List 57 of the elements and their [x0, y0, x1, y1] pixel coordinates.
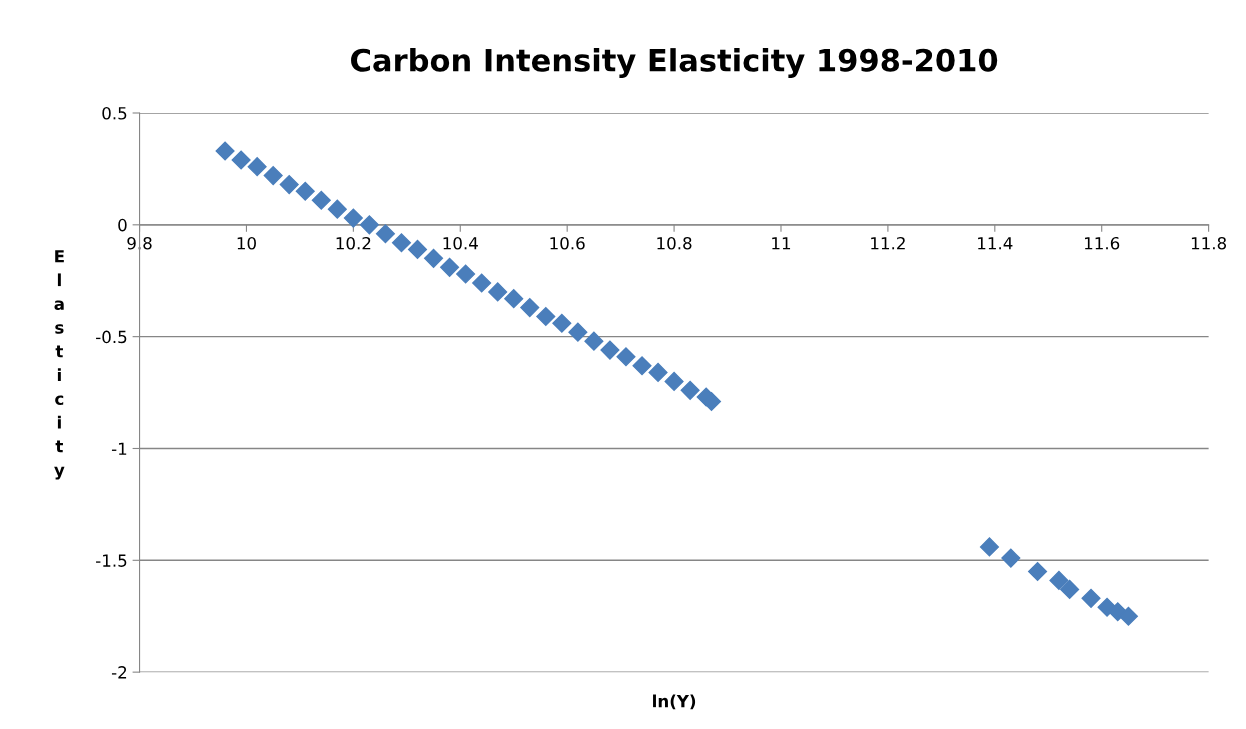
x-tick-label: 10.6	[550, 236, 585, 250]
y-tick-label: -2	[111, 666, 127, 679]
point	[215, 141, 235, 161]
x-tick-label: 10.4	[443, 236, 478, 250]
x-tick-label: 10	[237, 236, 256, 250]
text: Elasticity	[54, 250, 65, 480]
chart-title: Carbon Intensity Elasticity 1998-2010	[351, 48, 998, 78]
point	[1001, 548, 1021, 568]
point	[616, 347, 636, 367]
y-tick-label: -0.5	[96, 330, 127, 344]
x-tick-label: 11.8	[1191, 236, 1227, 250]
point	[391, 233, 412, 253]
point	[231, 150, 251, 170]
point	[472, 273, 492, 293]
point	[536, 306, 556, 327]
point	[648, 362, 668, 382]
point	[1060, 579, 1080, 599]
point	[327, 199, 347, 219]
point	[407, 239, 428, 259]
point	[1118, 606, 1138, 626]
x-axis-title: ln(Y)	[653, 694, 696, 710]
point	[520, 298, 540, 318]
x-tick-label: 10.2	[336, 236, 371, 250]
point	[1081, 588, 1101, 608]
x-tick-label: 11.4	[978, 237, 1013, 250]
x-tick-label: 11.2	[871, 236, 905, 250]
point	[440, 257, 460, 277]
point	[664, 371, 684, 391]
point	[279, 175, 299, 195]
point	[632, 356, 652, 376]
point	[359, 215, 379, 235]
point	[311, 190, 331, 210]
point	[504, 289, 524, 309]
point	[343, 208, 363, 228]
point	[568, 322, 588, 342]
point	[247, 157, 267, 177]
point	[680, 380, 700, 400]
point	[295, 181, 315, 201]
point	[456, 264, 476, 284]
point	[488, 282, 508, 302]
point	[600, 340, 620, 360]
point	[375, 224, 395, 244]
point	[263, 166, 283, 186]
x-tick-label: 10.8	[657, 236, 692, 250]
y-tick-label: -1	[111, 442, 127, 455]
y-tick-label: 0	[118, 218, 127, 232]
y-tick-label: 0.5	[102, 106, 127, 120]
point	[1028, 561, 1048, 582]
y-tick-label: -1.5	[96, 554, 127, 567]
x-tick-label: 9.8	[127, 236, 152, 250]
point	[1049, 570, 1069, 590]
point	[979, 537, 999, 557]
x-tick-label: 11	[772, 237, 791, 250]
point	[584, 331, 604, 351]
point	[424, 248, 444, 268]
x-tick-label: 11.6	[1084, 236, 1120, 250]
point	[552, 313, 572, 333]
